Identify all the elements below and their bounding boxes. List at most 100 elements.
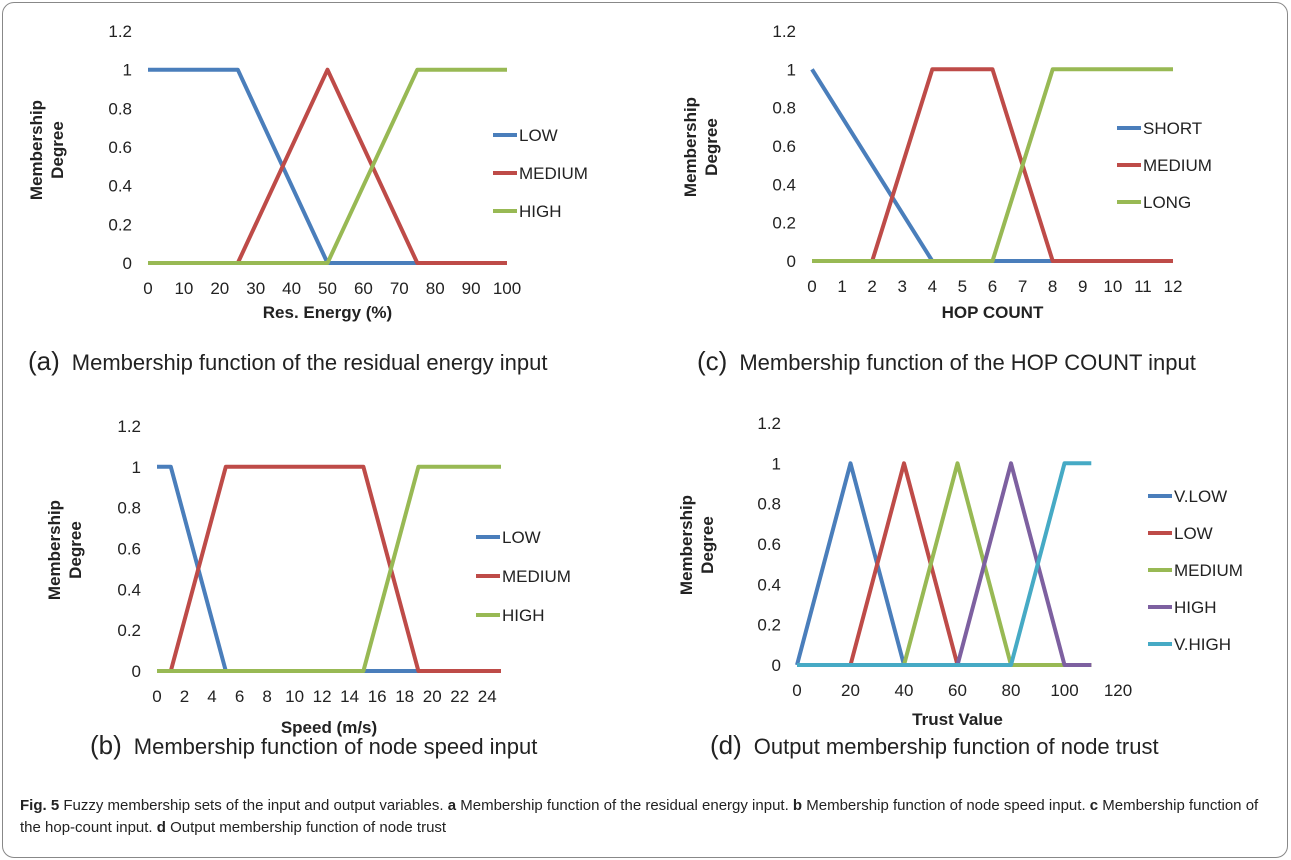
x-tick-label: 22 <box>450 687 469 706</box>
legend-label: V.HIGH <box>1174 635 1231 654</box>
x-tick-label: 7 <box>1018 277 1027 296</box>
y-tick-label: 0.4 <box>108 177 132 196</box>
y-tick-label: 0.6 <box>757 535 781 554</box>
x-tick-label: 8 <box>1048 277 1057 296</box>
subcaption-c: (c) Membership function of the HOP COUNT … <box>697 346 1196 376</box>
subcaption-b: (b) Membership function of node speed inp… <box>90 730 537 760</box>
x-tick-label: 100 <box>1050 681 1078 700</box>
y-axis-title: Membership Degree <box>45 500 85 600</box>
y-tick-label: 1 <box>132 458 141 477</box>
legend-label: LOW <box>502 528 541 547</box>
caption-part-b-letter: b <box>792 797 803 814</box>
x-tick-label: 14 <box>340 687 359 706</box>
y-tick-label: 0 <box>123 254 132 273</box>
x-tick-label: 4 <box>928 277 937 296</box>
series-line-long <box>812 67 1173 263</box>
x-tick-label: 1 <box>837 277 846 296</box>
series-line-medium <box>157 464 501 673</box>
x-axis-title: Res. Energy (%) <box>263 303 392 322</box>
legend-label: LOW <box>1174 524 1213 543</box>
y-tick-label: 1.2 <box>772 22 796 41</box>
y-tick-label: 0.2 <box>117 621 141 640</box>
y-tick-label: 0.8 <box>772 99 796 118</box>
legend-label: HIGH <box>519 202 562 221</box>
x-tick-label: 100 <box>493 279 521 298</box>
y-tick-label: 1 <box>772 454 781 473</box>
legend-label: HIGH <box>502 606 545 625</box>
y-tick-label: 1.2 <box>757 414 781 433</box>
y-tick-label: 0.6 <box>117 540 141 559</box>
x-tick-label: 4 <box>207 687 216 706</box>
y-tick-label: 0.2 <box>772 214 796 233</box>
x-tick-label: 24 <box>478 687 497 706</box>
subcaption-a: (a) Membership function of the residual e… <box>28 346 548 376</box>
series-line-vlow <box>795 461 1092 667</box>
legend-label: V.LOW <box>1174 487 1227 506</box>
y-tick-label: 1 <box>123 61 132 80</box>
y-tick-label: 0 <box>787 252 796 271</box>
y-tick-label: 0 <box>772 656 781 675</box>
x-tick-label: 20 <box>423 687 442 706</box>
x-tick-label: 0 <box>792 681 801 700</box>
chart-panel-a: 0 0.2 0.4 0.6 0.8 1 1.2 0 10 20 30 40 50 60 70 80 90 100 R… <box>27 22 588 376</box>
caption-part-c-text: Membership function of the hop-count inp… <box>20 797 1259 836</box>
legend-label: LONG <box>1143 193 1191 212</box>
x-tick-label: 50 <box>318 279 337 298</box>
y-tick-label: 0 <box>132 662 141 681</box>
x-tick-label: 2 <box>867 277 876 296</box>
x-tick-label: 80 <box>426 279 445 298</box>
caption-part-a-letter: a <box>447 797 457 814</box>
legend-label: MEDIUM <box>502 567 571 586</box>
x-tick-label: 2 <box>180 687 189 706</box>
y-axis-title: Membership Degree <box>681 97 721 197</box>
y-tick-label: 0.6 <box>108 138 132 157</box>
x-tick-label: 10 <box>285 687 304 706</box>
subcaption-text: Membership function of the residual ener… <box>72 350 548 375</box>
x-tick-label: 3 <box>898 277 907 296</box>
y-tick-label: 1.2 <box>108 22 132 41</box>
y-tick-label: 0.8 <box>117 499 141 518</box>
y-tick-label: 1 <box>787 60 796 79</box>
x-tick-label: 60 <box>354 279 373 298</box>
caption-part-c-letter: c <box>1089 797 1099 814</box>
x-tick-label: 60 <box>948 681 967 700</box>
y-tick-label: 0.4 <box>772 175 796 194</box>
x-tick-label: 0 <box>143 279 152 298</box>
x-tick-label: 9 <box>1078 277 1087 296</box>
y-axis-title: Membership Degree <box>677 495 717 595</box>
series-line-low <box>148 67 507 265</box>
x-tick-label: 12 <box>1164 277 1183 296</box>
x-tick-label: 8 <box>262 687 271 706</box>
y-tick-label: 0.2 <box>757 616 781 635</box>
y-tick-label: 0.2 <box>108 215 132 234</box>
x-tick-label: 11 <box>1134 277 1152 296</box>
x-tick-label: 16 <box>368 687 387 706</box>
legend-label: MEDIUM <box>519 164 588 183</box>
x-tick-label: 0 <box>807 277 816 296</box>
subcaption-text: Membership function of node speed input <box>134 734 538 759</box>
y-tick-label: 0.8 <box>757 495 781 514</box>
x-axis-title: Speed (m/s) <box>281 718 377 737</box>
y-tick-label: 0.8 <box>108 99 132 118</box>
x-tick-label: 6 <box>988 277 997 296</box>
caption-part-b-text: Membership function of node speed input. <box>802 797 1090 814</box>
x-tick-label: 70 <box>390 279 409 298</box>
subcaption-letter: (b) <box>90 730 122 760</box>
series-line-low <box>157 464 501 673</box>
y-axis-title: Membership Degree <box>27 100 67 200</box>
caption-part-a-text: Membership function of the residual ener… <box>456 797 793 814</box>
x-tick-label: 20 <box>210 279 229 298</box>
x-tick-label: 12 <box>313 687 332 706</box>
y-tick-label: 0.6 <box>772 137 796 156</box>
x-tick-label: 20 <box>841 681 860 700</box>
legend-label: HIGH <box>1174 598 1217 617</box>
x-axis-title: HOP COUNT <box>942 303 1044 322</box>
x-tick-label: 90 <box>462 279 481 298</box>
x-tick-label: 40 <box>282 279 301 298</box>
legend-label: SHORT <box>1143 119 1202 138</box>
chart-panel-d: 0 0.2 0.4 0.6 0.8 1 1.2 0 20 40 60 80 100 120 Trust Va… <box>677 414 1243 760</box>
x-tick-label: 6 <box>235 687 244 706</box>
caption-part-d-text: Output membership function of node trust <box>165 819 447 836</box>
legend-label: MEDIUM <box>1174 561 1243 580</box>
legend-label: LOW <box>519 126 558 145</box>
